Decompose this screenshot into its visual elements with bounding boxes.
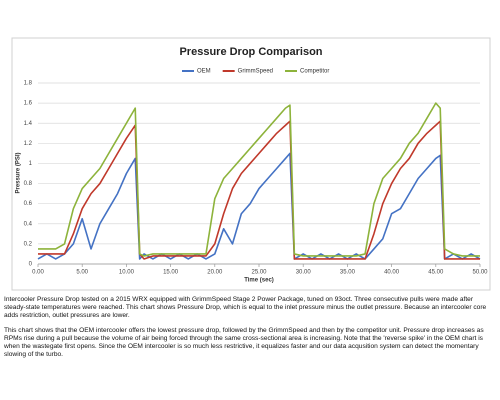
y-tick-label: 1.6 bbox=[24, 101, 33, 107]
x-tick-label: 20.00 bbox=[207, 270, 223, 276]
x-axis-label: Time (sec) bbox=[244, 278, 274, 284]
line-series bbox=[38, 120, 480, 260]
legend-label: OEM bbox=[197, 69, 211, 75]
y-tick-label: 0.4 bbox=[24, 221, 33, 227]
y-tick-label: 0 bbox=[29, 262, 33, 268]
x-tick-label: 0.00 bbox=[32, 270, 44, 276]
y-tick-label: 0.2 bbox=[24, 241, 33, 247]
y-axis-label: Pressure (PSI) bbox=[16, 152, 22, 193]
y-tick-label: 1 bbox=[29, 161, 33, 167]
legend-label: Competitor bbox=[300, 69, 329, 75]
chart-title: Pressure Drop Comparison bbox=[179, 46, 322, 58]
x-tick-label: 45.00 bbox=[428, 270, 444, 276]
y-tick-label: 1.4 bbox=[24, 121, 33, 127]
caption: Intercooler Pressure Drop tested on a 20… bbox=[4, 296, 494, 366]
caption-paragraph: Intercooler Pressure Drop tested on a 20… bbox=[4, 296, 487, 319]
line-series bbox=[37, 152, 481, 260]
x-tick-label: 35.00 bbox=[340, 270, 356, 276]
y-tick-label: 0.8 bbox=[24, 181, 33, 187]
line-series bbox=[38, 102, 480, 257]
x-tick-label: 40.00 bbox=[384, 270, 400, 276]
x-tick-label: 5.00 bbox=[76, 270, 88, 276]
x-tick-label: 10.00 bbox=[119, 270, 135, 276]
y-tick-label: 0.6 bbox=[24, 201, 33, 207]
x-tick-label: 25.00 bbox=[251, 270, 267, 276]
x-tick-label: 50.00 bbox=[472, 270, 488, 276]
y-tick-label: 1.8 bbox=[24, 81, 33, 87]
chart-frame bbox=[11, 37, 491, 291]
x-tick-label: 30.00 bbox=[296, 270, 312, 276]
chart: Pressure Drop Comparison Time (sec) Pres… bbox=[11, 37, 491, 291]
x-tick-label: 15.00 bbox=[163, 270, 179, 276]
caption-paragraph: This chart shows that the OEM intercoole… bbox=[4, 327, 484, 358]
legend-label: GrimmSpeed bbox=[238, 69, 273, 75]
y-tick-label: 1.2 bbox=[24, 141, 33, 147]
